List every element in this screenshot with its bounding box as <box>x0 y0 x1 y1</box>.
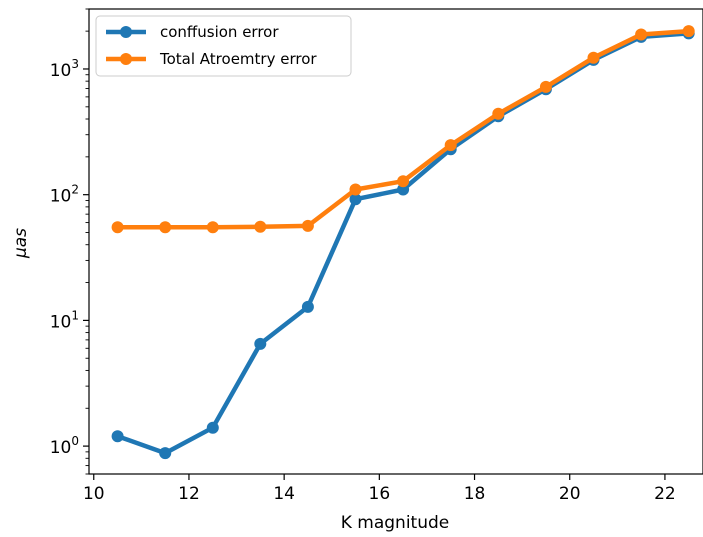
x-tick-label: 16 <box>369 484 391 504</box>
x-tick-label: 22 <box>654 484 676 504</box>
series-line-1 <box>116 31 689 456</box>
legend: conffusion error Total Atroemtry error <box>95 15 352 77</box>
x-tick-label: 10 <box>83 484 105 504</box>
data-point <box>349 193 362 206</box>
data-point <box>635 28 648 41</box>
x-tick-label: 20 <box>559 484 581 504</box>
data-point <box>492 107 505 120</box>
data-point <box>301 219 314 232</box>
x-axis-label: K magnitude <box>341 513 450 533</box>
legend-swatch-marker <box>120 53 132 65</box>
plot-frame <box>88 8 703 475</box>
data-point <box>111 221 124 234</box>
data-point <box>301 300 314 313</box>
data-point <box>206 421 219 434</box>
y-tick-label: 103 <box>50 57 79 81</box>
data-point <box>254 337 267 350</box>
data-point <box>349 183 362 196</box>
legend-label: conffusion error <box>160 23 279 41</box>
data-point <box>111 430 124 443</box>
data-point <box>587 51 600 64</box>
data-point <box>254 220 267 233</box>
plot-lines <box>111 25 695 460</box>
x-tick-label: 12 <box>178 484 200 504</box>
y-tick-label: 100 <box>50 434 79 458</box>
legend-swatch-marker <box>120 26 132 38</box>
x-tick-label: 18 <box>464 484 486 504</box>
data-point <box>539 80 552 93</box>
y-tick-label: 102 <box>50 183 79 207</box>
data-point <box>444 139 457 152</box>
axes: 10 12 14 16 18 20 22 100 101 102 103 <box>50 8 703 504</box>
y-tick-label: 101 <box>50 308 79 332</box>
data-point <box>159 221 172 234</box>
legend-label: Total Atroemtry error <box>159 50 317 68</box>
x-tick-label: 14 <box>273 484 295 504</box>
data-point <box>397 175 410 188</box>
data-point <box>397 183 410 196</box>
y-axis-label: μas <box>11 228 31 259</box>
data-point <box>682 25 695 38</box>
data-point <box>206 221 219 234</box>
data-point <box>159 447 172 460</box>
legend-box <box>95 15 352 77</box>
